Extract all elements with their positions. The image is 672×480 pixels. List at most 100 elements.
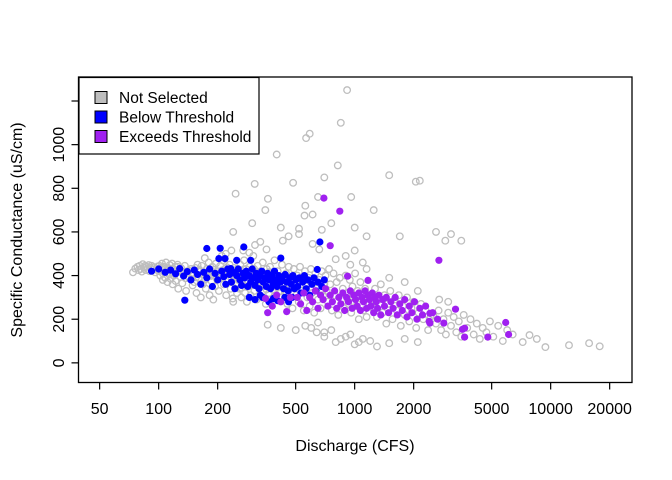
data-point (435, 295, 444, 304)
data-point (441, 236, 450, 245)
data-point (343, 86, 352, 95)
data-point (469, 330, 478, 339)
x-tick-label: 100 (145, 401, 172, 418)
data-point (326, 242, 334, 250)
data-point (227, 246, 236, 255)
data-point (418, 311, 427, 319)
data-point (437, 326, 446, 335)
x-tick-label: 500 (282, 401, 309, 418)
legend-label-exceeds-threshold: Exceeds Threshold (119, 129, 251, 146)
y-tick-label: 0 (51, 358, 68, 367)
data-point (273, 291, 281, 299)
legend-swatch-below-threshold (95, 111, 107, 123)
data-point (565, 341, 573, 350)
data-point (388, 315, 397, 324)
data-point (201, 284, 210, 293)
x-tick-label: 20000 (587, 401, 632, 418)
data-point (331, 287, 339, 295)
data-point (440, 319, 448, 327)
data-point (351, 269, 360, 278)
data-point (385, 171, 394, 180)
data-point (331, 338, 340, 347)
data-point (325, 265, 333, 273)
data-point (403, 313, 411, 321)
data-point (346, 330, 355, 339)
data-point (350, 223, 359, 232)
data-point (310, 308, 319, 317)
data-point (426, 319, 434, 327)
data-point (278, 236, 287, 245)
data-point (240, 243, 248, 251)
data-point (341, 251, 350, 260)
data-point (532, 334, 541, 343)
data-point (200, 268, 208, 276)
legend-swatch-border-2 (94, 110, 108, 124)
data-point (377, 311, 385, 319)
data-point (362, 313, 371, 321)
data-point (262, 245, 271, 254)
data-point (272, 150, 281, 159)
data-point (251, 296, 259, 304)
data-point (359, 298, 368, 306)
data-point (422, 302, 430, 310)
data-point (315, 245, 324, 254)
data-point (264, 309, 272, 317)
data-point (284, 287, 292, 295)
data-point (277, 298, 285, 306)
data-point (216, 244, 224, 252)
data-point (250, 179, 259, 188)
data-point (333, 161, 342, 170)
data-point (454, 317, 463, 326)
data-point (380, 302, 389, 310)
data-point (457, 236, 466, 245)
data-point (350, 246, 359, 255)
data-point (197, 280, 205, 288)
data-point (356, 278, 365, 287)
x-axis: 50 100 200 500 1000 2000 5000 10000 20000 (91, 382, 632, 418)
legend-swatch-exceeds-threshold (95, 130, 107, 143)
data-point (229, 227, 238, 236)
data-point (307, 323, 316, 332)
data-point (385, 273, 394, 282)
data-point (258, 258, 267, 267)
data-point (263, 194, 272, 203)
data-point (393, 311, 401, 319)
data-point (354, 338, 363, 347)
legend: Not Selected Below Threshold Exceeds Thr… (78, 76, 260, 155)
scatter-points (129, 86, 604, 352)
data-point (447, 230, 455, 239)
data-point (314, 318, 322, 327)
data-point (354, 315, 363, 324)
data-point (447, 321, 455, 330)
data-point (313, 265, 321, 274)
data-point (301, 201, 310, 210)
x-tick-label: 1000 (337, 401, 373, 418)
data-point (502, 318, 510, 327)
data-point (291, 326, 300, 335)
data-point (308, 210, 317, 219)
data-point (182, 286, 191, 295)
data-point (261, 294, 270, 303)
data-point (176, 265, 184, 273)
data-point (382, 319, 391, 328)
data-point (245, 293, 253, 301)
data-point (347, 193, 356, 201)
data-point (413, 315, 421, 323)
data-point (459, 310, 468, 319)
data-point (441, 330, 450, 339)
data-point (229, 297, 238, 306)
data-point (416, 304, 424, 312)
data-point (395, 232, 404, 241)
data-point (187, 276, 195, 284)
data-point (405, 302, 413, 310)
data-point (400, 278, 409, 287)
data-point (372, 298, 380, 306)
data-point (284, 232, 293, 241)
data-point (366, 337, 375, 345)
data-point (505, 330, 513, 339)
data-point (161, 268, 169, 276)
data-point (364, 276, 372, 284)
data-point (327, 219, 336, 228)
data-point (334, 310, 343, 319)
